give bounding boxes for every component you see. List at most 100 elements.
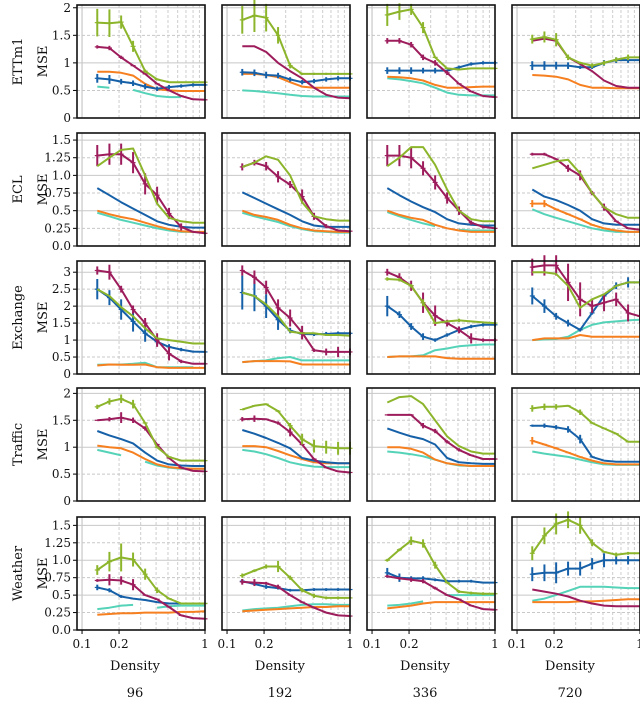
panel-frame — [511, 516, 640, 631]
series-line-blue — [386, 305, 495, 342]
y-tick-label: 1 — [63, 56, 71, 70]
panel-exchange-336 — [366, 260, 498, 375]
series-line-teal — [387, 343, 495, 358]
series-line-green — [532, 271, 640, 309]
series-line-green — [386, 146, 495, 223]
y-tick-label: 0.5 — [52, 588, 71, 602]
column-label-336: 336 — [413, 686, 438, 701]
panel-frame — [366, 387, 496, 502]
series-line-green — [96, 288, 205, 345]
series-line-magenta — [387, 39, 496, 99]
x-tick-label: 1 — [201, 637, 209, 651]
panel-traffic-96: 0 0.5 1 1.5 2 — [52, 386, 208, 508]
x-axis-label: Density — [255, 659, 306, 674]
panel-frame — [221, 516, 351, 631]
row-label-traffic: Traffic — [11, 423, 26, 466]
series-line-magenta — [97, 578, 206, 620]
y-tick-label: 0.5 — [52, 467, 71, 481]
series-line-blue — [96, 430, 205, 467]
series-line-orange — [387, 446, 495, 467]
y-tick-label: 0.75 — [44, 571, 71, 585]
panel-ettm1-96: 0 0.5 1 1.5 2 — [52, 1, 208, 125]
series-line-green — [242, 291, 351, 337]
panel-frame — [366, 132, 496, 247]
series-line-green — [531, 518, 640, 556]
y-tick-label: 2 — [63, 299, 71, 313]
series-line-teal — [387, 594, 495, 607]
y-tick-label: 0.5 — [52, 204, 71, 218]
series-line-orange — [241, 209, 350, 233]
panel-frame — [366, 260, 496, 375]
row-label-ecl: ECL — [11, 175, 26, 203]
series-line-blue — [242, 71, 350, 84]
series-line-orange — [242, 360, 350, 366]
x-tick-label: 1 — [636, 637, 640, 651]
series-line-green — [387, 278, 496, 325]
series-line-blue — [96, 187, 205, 229]
series-line-orange — [532, 439, 640, 466]
series-line-blue — [532, 424, 640, 463]
y-tick-label: 0.5 — [52, 83, 71, 97]
x-axis-label: Density — [110, 659, 161, 674]
series-line-blue — [242, 429, 350, 465]
series-line-blue — [531, 188, 640, 226]
y-tick-label: 0.5 — [52, 350, 71, 364]
series-line-magenta — [242, 45, 351, 100]
y-tick-label: 2 — [63, 386, 71, 400]
series-line-magenta — [532, 37, 640, 89]
y-tick-label: 1.0 — [52, 168, 71, 182]
y-axis-label: MSE — [36, 558, 51, 590]
series-line-magenta — [387, 575, 496, 611]
x-tick-label: 0.2 — [400, 637, 419, 651]
x-tick-label: 0.1 — [362, 637, 381, 651]
panel-frame — [221, 387, 351, 502]
panel-ettm1-192 — [221, 0, 353, 119]
y-tick-label: 1.5 — [52, 28, 71, 42]
x-axis-label: Density — [400, 659, 451, 674]
series-line-orange — [532, 202, 640, 233]
series-line-orange — [97, 209, 205, 233]
series-line-teal — [242, 448, 350, 469]
series-line-green — [242, 403, 350, 450]
y-tick-label: 1.5 — [52, 133, 71, 147]
series-line-teal — [242, 603, 350, 612]
y-tick-label: 0 — [63, 367, 71, 381]
y-tick-label: 1.0 — [52, 553, 71, 567]
series-line-magenta — [532, 588, 640, 608]
panel-weather-96: 0.0 0.25 0.5 0.75 1.0 1.25 1.5 0.1 0.2 1 Density 96 — [44, 516, 209, 701]
series-line-orange — [532, 74, 640, 90]
series-line-orange — [532, 334, 640, 342]
series-line-magenta — [387, 154, 496, 230]
panel-ettm1-720 — [511, 4, 640, 119]
panel-frame — [366, 516, 496, 631]
y-axis-label: MSE — [36, 174, 51, 206]
series-line-green — [532, 404, 640, 443]
series-line-blue — [532, 559, 640, 576]
y-tick-label: 2 — [63, 1, 71, 15]
panel-frame — [511, 260, 640, 375]
y-axis-label: MSE — [36, 302, 51, 334]
y-tick-label: 2.5 — [52, 282, 71, 296]
series-line-green — [386, 539, 495, 595]
series-line-green — [241, 14, 350, 75]
y-axis-label: MSE — [36, 429, 51, 461]
panel-exchange-96: 0 0.5 1 1.5 2 2.5 3 — [52, 260, 208, 381]
series-line-green — [532, 158, 640, 219]
series-line-green — [241, 155, 350, 222]
series-line-magenta — [532, 153, 640, 231]
series-line-teal — [97, 85, 182, 99]
panel-ecl-96: 0.0 0.25 0.5 0.75 1.0 1.25 1.5 — [44, 132, 208, 253]
panel-frame — [511, 132, 640, 247]
panel-weather-720: 0.1 0.2 1 Density 720 — [507, 511, 640, 701]
panel-frame — [221, 260, 351, 375]
series-line-orange — [387, 75, 495, 89]
series-line-magenta — [242, 580, 351, 617]
series-line-magenta — [97, 269, 205, 365]
x-tick-label: 1 — [491, 637, 499, 651]
series-line-green — [386, 395, 495, 455]
y-tick-label: 0 — [63, 494, 71, 508]
series-line-orange — [387, 355, 495, 360]
column-label-192: 192 — [268, 686, 293, 701]
series-line-teal — [387, 77, 495, 97]
y-tick-label: 0 — [63, 111, 71, 125]
